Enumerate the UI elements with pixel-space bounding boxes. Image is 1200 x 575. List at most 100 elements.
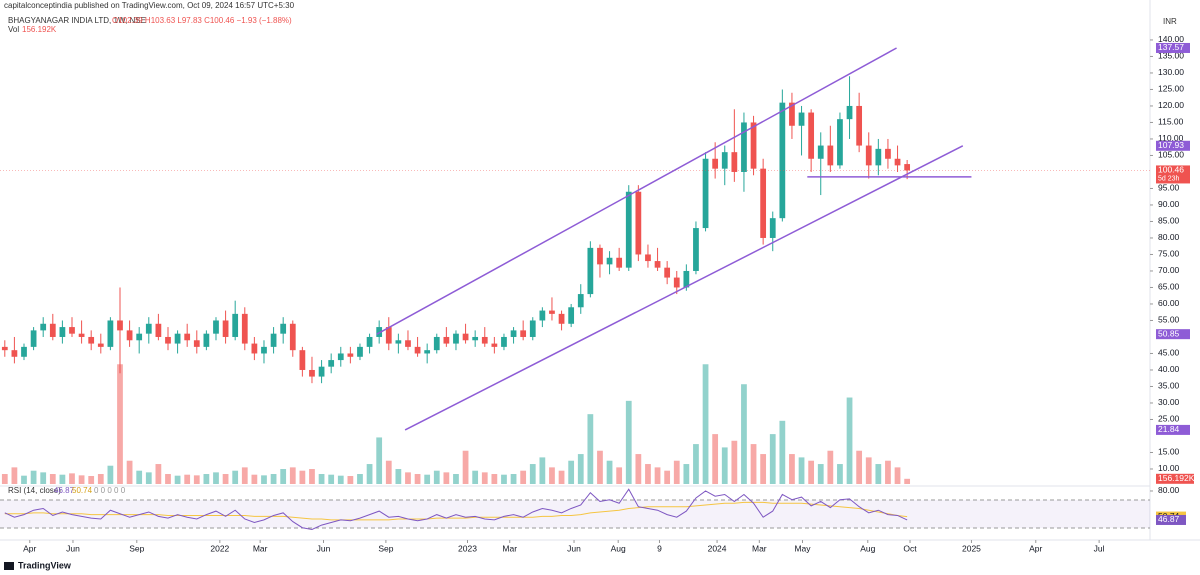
volume-bar (318, 474, 325, 484)
candle-body (347, 353, 354, 357)
y-tick-label: 80.00 (1158, 232, 1180, 242)
vol-value: 156.192K (22, 25, 57, 34)
candle-body (385, 327, 392, 344)
rsi-legend: RSI (14, close) (8, 486, 61, 495)
candle-body (472, 336, 479, 341)
candle-body (549, 310, 555, 314)
candle-body (78, 333, 85, 337)
volume-bar (222, 474, 229, 484)
candle-body (280, 323, 287, 334)
candle-body (501, 336, 507, 347)
volume-bar (78, 475, 85, 484)
y-tick-label: 75.00 (1158, 249, 1180, 259)
candle-body (587, 247, 594, 295)
volume-bar (472, 470, 479, 484)
line-badge: 137.57 (1158, 42, 1184, 52)
x-tick-label: 2024 (708, 543, 727, 553)
line-badge-bg (1156, 140, 1190, 151)
volume-bar (443, 472, 450, 484)
candle-body (846, 105, 853, 120)
candle-body (616, 257, 623, 268)
candle-body (904, 164, 911, 171)
volume-bar (59, 474, 66, 484)
volume-bar (577, 454, 584, 484)
volume-bar (337, 475, 344, 484)
volume-bar (136, 470, 143, 484)
volume-bar (491, 474, 498, 484)
candle-body (299, 350, 306, 370)
y-tick-label: 70.00 (1158, 265, 1180, 275)
x-tick-label: Jul (1094, 543, 1105, 553)
volume-bar (309, 469, 315, 484)
volume-bar (750, 444, 757, 484)
y-tick-label: 135.00 (1158, 51, 1184, 61)
volume-bar (827, 450, 834, 484)
candle-body (241, 313, 248, 344)
volume-bar (904, 478, 911, 484)
volume-bar (846, 397, 853, 484)
volume-bar (625, 400, 632, 484)
rsi-badge: 46.87 (1158, 514, 1180, 524)
candle-body (865, 145, 872, 166)
volume-bar (280, 469, 287, 484)
volume-bar (261, 475, 267, 484)
volume-bar (539, 457, 546, 484)
candle-body (645, 254, 651, 262)
y-tick-label: 15.00 (1158, 447, 1180, 457)
volume-bar (414, 474, 421, 484)
volume-bar (693, 444, 699, 484)
candle-body (155, 323, 162, 337)
candle-body (395, 340, 402, 344)
candle-body (462, 333, 469, 341)
last-price-badge: 100.46 (1158, 165, 1184, 175)
candle-body (49, 323, 56, 337)
candle-body (405, 340, 411, 347)
volume-bar (587, 414, 594, 484)
candle-body (731, 152, 738, 172)
volume-bar (481, 472, 488, 484)
candle-body (145, 323, 152, 334)
volume-bar (193, 475, 200, 484)
x-tick-label: Jun (317, 543, 331, 553)
logo-icon (4, 562, 14, 570)
candle-body (702, 158, 709, 229)
candle-body (885, 148, 891, 159)
candle-body (779, 102, 786, 219)
candle-body (817, 145, 824, 159)
volume-badge-bg (1156, 473, 1194, 484)
candle-body (136, 333, 143, 341)
x-tick-label: Jun (66, 543, 80, 553)
volume-bar (885, 460, 891, 484)
y-tick-label: 95.00 (1158, 183, 1180, 193)
candle-body (424, 350, 431, 354)
candle-body (232, 313, 239, 337)
volume-bar (501, 474, 507, 484)
candle-body (30, 330, 37, 347)
symbol: BHAGYANAGAR INDIA LTD, 1W, NSE (8, 16, 146, 25)
volume-bar (376, 437, 383, 484)
volume-bar (654, 467, 661, 484)
volume-bar (11, 467, 18, 484)
candle-body (510, 330, 517, 337)
volume-bar (126, 460, 133, 484)
x-tick-label: Apr (23, 543, 36, 553)
candle-body (453, 333, 459, 344)
volume-bar (453, 474, 459, 484)
x-tick-label: 2023 (458, 543, 477, 553)
candle-body (875, 148, 882, 166)
volume-bar (270, 474, 277, 484)
y-tick-label: 55.00 (1158, 315, 1180, 325)
candle-body (193, 340, 200, 347)
volume-bar (683, 464, 690, 484)
candle-body (174, 333, 181, 344)
candle-body (606, 257, 613, 265)
candle-body (798, 112, 805, 126)
volume-bar (789, 454, 795, 484)
candle-body (597, 247, 603, 265)
volume-bar (606, 460, 613, 484)
volume-bar (798, 457, 805, 484)
line-badge-bg (1156, 329, 1190, 340)
line-badge: 50.85 (1158, 328, 1180, 338)
candle-body (673, 277, 680, 288)
